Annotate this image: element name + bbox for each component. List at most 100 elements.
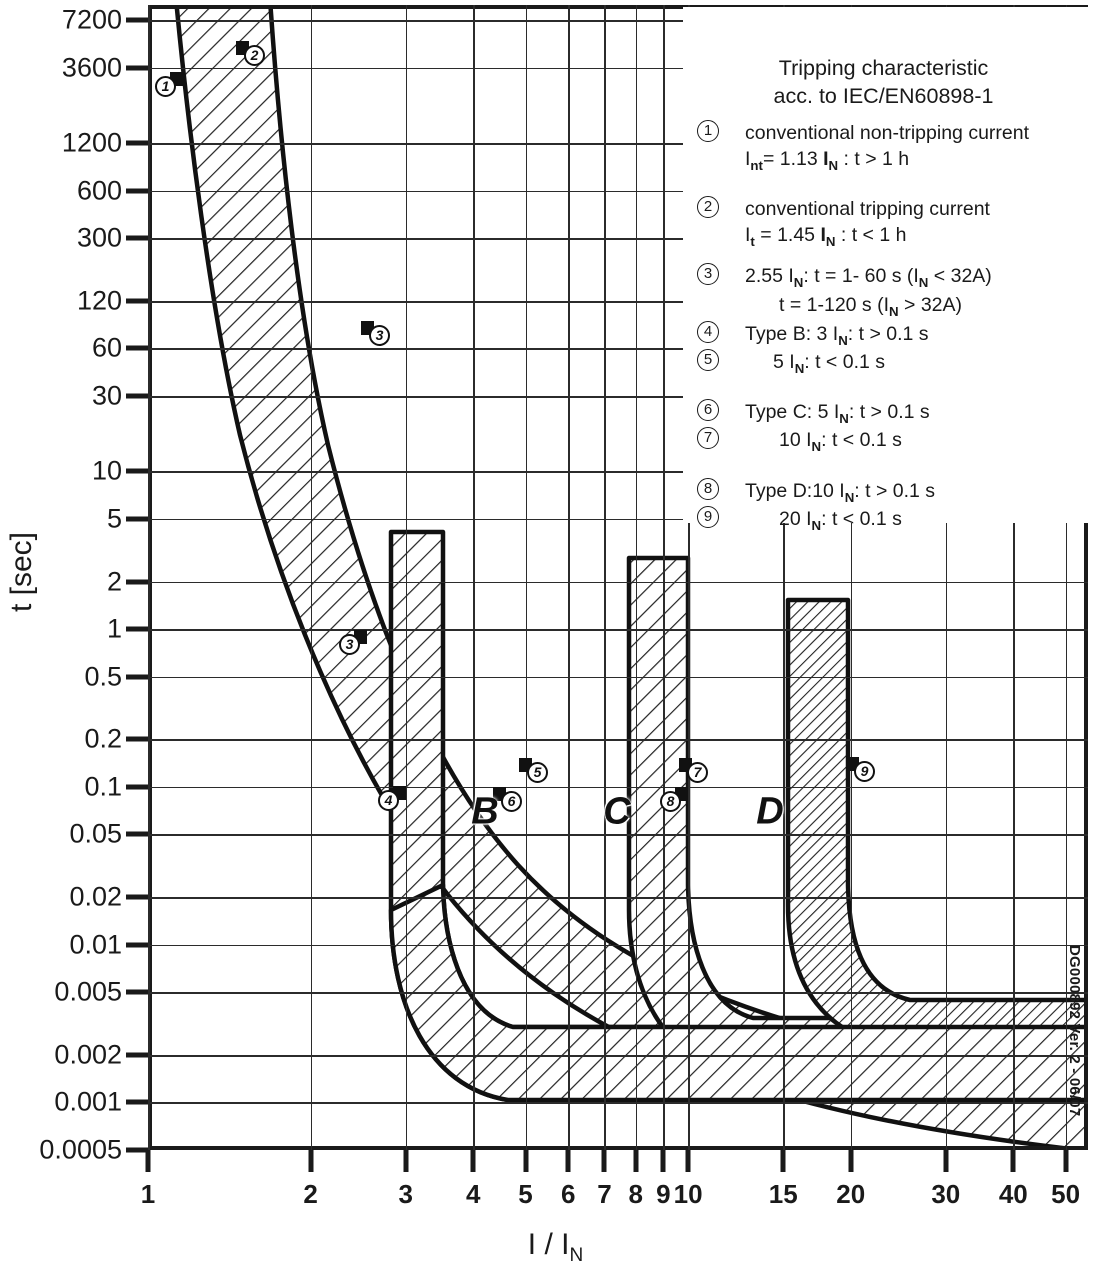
legend-marker-2: 2 xyxy=(693,196,723,251)
y-axis-tick-label: 1 xyxy=(106,613,122,644)
x-axis-tick-label: 3 xyxy=(398,1179,413,1209)
x-tick-mark xyxy=(633,1150,639,1172)
y-tick-mark xyxy=(126,140,148,146)
callout-number: 1 xyxy=(155,76,176,97)
y-axis-tick-label: 0.05 xyxy=(69,818,122,849)
callout-marker-3: 3 xyxy=(339,630,367,658)
y-axis-labels: 7200 3600 1200 600 300 120 60 30 10 5 2 1 0.5 0.2 0.1 0… xyxy=(0,0,122,1280)
x-tick-mark xyxy=(523,1150,529,1172)
y-axis-tick-label: 2 xyxy=(106,566,122,597)
y-tick-mark xyxy=(126,17,148,23)
legend-entry-text: 20 IN: t < 0.1 s xyxy=(779,508,902,533)
y-tick-mark xyxy=(126,1147,148,1153)
legend-title: Tripping characteristic acc. to IEC/EN60… xyxy=(683,7,1084,111)
instantaneous-band xyxy=(388,882,1088,1103)
region-label-d: D xyxy=(756,790,784,833)
legend-entry: 3 2.55 IN: t = 1- 60 s (IN < 32A) t = 1-12… xyxy=(693,263,992,321)
x-axis-title-subscript: N xyxy=(569,1245,584,1266)
callout-marker-4: 4 xyxy=(378,786,406,814)
x-tick-mark xyxy=(1063,1150,1069,1172)
y-axis-tick-label: 0.5 xyxy=(84,661,122,692)
legend-entry: 5 5 IN: t < 0.1 s xyxy=(693,349,885,378)
legend-entry-text: Type B: 3 IN: t > 0.1 s xyxy=(745,323,929,348)
x-tick-mark xyxy=(660,1150,666,1172)
y-tick-mark xyxy=(126,188,148,194)
legend-marker-9: 9 xyxy=(693,506,723,535)
x-tick-mark xyxy=(685,1150,691,1172)
y-axis-title: t [sec] xyxy=(5,531,38,613)
y-tick-mark xyxy=(126,65,148,71)
callout-number: 5 xyxy=(527,762,548,783)
y-tick-mark xyxy=(126,989,148,995)
x-tick-mark xyxy=(403,1150,409,1172)
x-tick-mark xyxy=(780,1150,786,1172)
y-axis-tick-label: 0.2 xyxy=(84,723,122,754)
legend-entry: 8 Type D:10 IN: t > 0.1 s xyxy=(693,478,935,507)
type-d-band xyxy=(785,597,1088,1053)
y-axis-tick-label: 5 xyxy=(106,503,122,534)
legend-entry-text: 5 IN: t < 0.1 s xyxy=(773,351,886,376)
y-axis-tick-label: 0.02 xyxy=(69,881,122,912)
y-axis-tick-label: 0.001 xyxy=(54,1086,122,1117)
x-tick-mark xyxy=(601,1150,607,1172)
callout-number: 7 xyxy=(687,762,708,783)
y-tick-mark xyxy=(126,626,148,632)
y-axis-tick-label: 600 xyxy=(76,175,122,206)
y-axis-tick-label: 3600 xyxy=(61,52,122,83)
callout-marker-3: 3 xyxy=(361,321,393,349)
legend-entry: 6 Type C: 5 IN: t > 0.1 s xyxy=(693,399,930,428)
x-axis-tick-label: 50 xyxy=(1051,1179,1081,1209)
x-axis-tick-label: 8 xyxy=(628,1179,643,1209)
region-label-b: B xyxy=(471,790,499,833)
legend-entry-text: conventional non-tripping current Int= 1.… xyxy=(745,122,1030,174)
legend-entry-text: 10 IN: t < 0.1 s xyxy=(779,429,902,454)
y-tick-mark xyxy=(126,831,148,837)
y-tick-mark xyxy=(126,674,148,680)
legend-entry: 4 Type B: 3 IN: t > 0.1 s xyxy=(693,321,929,350)
x-tick-mark xyxy=(145,1150,151,1172)
y-tick-mark xyxy=(126,736,148,742)
y-axis-tick-label: 120 xyxy=(76,285,122,316)
callout-marker-2: 2 xyxy=(236,41,268,69)
legend-marker-6: 6 xyxy=(693,399,723,428)
x-axis-tick-label: 5 xyxy=(518,1179,533,1209)
legend-box: Tripping characteristic acc. to IEC/EN60… xyxy=(683,7,1084,533)
x-tick-mark xyxy=(565,1150,571,1172)
x-tick-mark xyxy=(308,1150,314,1172)
legend-entry: 2 conventional tripping current It = 1.45 … xyxy=(693,196,990,251)
callout-number: 8 xyxy=(660,791,681,812)
legend-marker-4: 4 xyxy=(693,321,723,350)
x-axis-tick-label: 40 xyxy=(998,1179,1028,1209)
legend-entry-text: conventional tripping current It = 1.45 I… xyxy=(745,198,990,250)
callout-number: 2 xyxy=(244,45,265,66)
x-axis-tick-label: 7 xyxy=(597,1179,612,1209)
y-axis-tick-label: 0.005 xyxy=(54,976,122,1007)
legend-marker-3: 3 xyxy=(693,263,723,321)
x-axis-tick-label: 9 xyxy=(656,1179,671,1209)
legend-entry-text: Type C: 5 IN: t > 0.1 s xyxy=(745,401,930,426)
y-axis-tick-label: 0.0005 xyxy=(39,1134,122,1165)
legend-marker-5: 5 xyxy=(693,349,723,378)
y-tick-mark xyxy=(126,393,148,399)
y-tick-mark xyxy=(126,784,148,790)
legend-entry: 9 20 IN: t < 0.1 s xyxy=(693,506,902,535)
y-axis-tick-label: 30 xyxy=(91,380,122,411)
x-axis-tick-label: 20 xyxy=(836,1179,866,1209)
legend-marker-8: 8 xyxy=(693,478,723,507)
callout-number: 4 xyxy=(378,790,399,811)
document-code: DG000892 Ver. 2 - 06/07 xyxy=(1066,945,1083,1117)
y-axis-tick-label: 0.002 xyxy=(54,1039,122,1070)
region-label-c: C xyxy=(603,790,631,833)
legend-entry-text: 2.55 IN: t = 1- 60 s (IN < 32A) t = 1-120… xyxy=(745,265,992,319)
y-axis-tick-label: 0.1 xyxy=(84,771,122,802)
curve-canvas xyxy=(174,5,1088,1150)
x-tick-mark xyxy=(470,1150,476,1172)
y-tick-mark xyxy=(126,1052,148,1058)
callout-number: 3 xyxy=(339,634,360,655)
legend-entry: 7 10 IN: t < 0.1 s xyxy=(693,427,902,456)
callout-number: 9 xyxy=(854,761,875,782)
y-tick-mark xyxy=(126,579,148,585)
x-axis-tick-label: 15 xyxy=(768,1179,798,1209)
callout-marker-6: 6 xyxy=(493,787,525,815)
